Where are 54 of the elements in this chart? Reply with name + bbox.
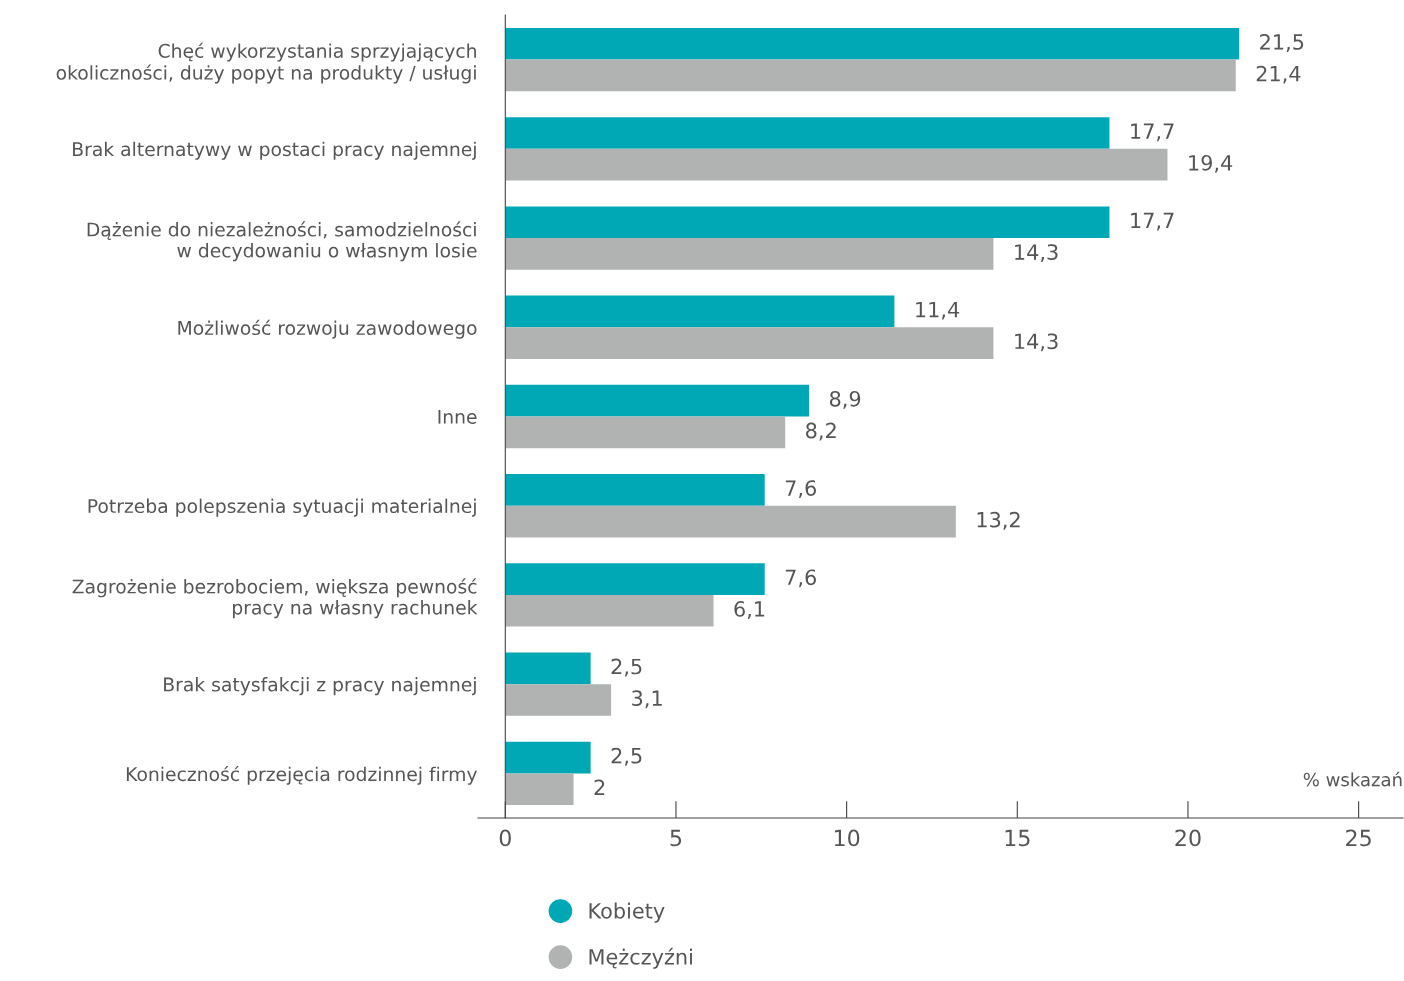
- data-label: 8,9: [829, 390, 861, 409]
- x-tick-label: 0: [499, 829, 511, 847]
- data-label: 14,3: [1015, 244, 1058, 263]
- x-tick-label: 20: [1175, 829, 1201, 847]
- bar: [505, 295, 895, 328]
- y-tick-label: Potrzeba polepszenia sytuacji materialnej: [88, 498, 476, 517]
- data-label: 13,2: [977, 511, 1020, 530]
- legend-label: Mężczyźni: [589, 947, 692, 969]
- y-tick-label: Zagrożenie bezrobociem, większa pewność pracy na własny rachunek: [72, 578, 478, 619]
- data-label: 7,6: [785, 480, 816, 499]
- y-tick-label: Inne: [438, 409, 477, 424]
- y-tick-label: Brak satysfakcji z pracy najemnej: [164, 677, 476, 696]
- data-label: 17,7: [1131, 212, 1174, 231]
- x-tick-label: 25: [1346, 829, 1371, 847]
- x-tick-label: 15: [1005, 829, 1030, 847]
- data-label: 21,4: [1256, 65, 1301, 84]
- bar: [505, 206, 1110, 239]
- bar: [505, 117, 1110, 149]
- data-label: 2,5: [611, 658, 642, 677]
- bar: [505, 741, 591, 774]
- y-tick-label: Konieczność przejęcia rodzinnej firmy: [126, 765, 477, 785]
- y-tick-label: Chęć wykorzystania sprzyjających okoliczności, duży popyt na produkty / usługi: [56, 42, 476, 84]
- bar: [505, 563, 765, 595]
- bar: [505, 684, 612, 716]
- bar: [505, 327, 994, 359]
- bar: [505, 652, 591, 685]
- data-label: 11,4: [916, 302, 960, 320]
- data-label: 6,1: [734, 601, 765, 619]
- data-label: 7,6: [785, 569, 816, 588]
- bar: [505, 27, 1240, 60]
- y-tick-label: Brak alternatywy w postaci pracy najemnej: [73, 141, 476, 160]
- x-tick-label: 5: [670, 829, 682, 847]
- bar: [505, 594, 714, 627]
- data-label: 17,7: [1131, 123, 1174, 142]
- data-label: 19,4: [1189, 154, 1233, 173]
- data-label: 21,5: [1260, 34, 1304, 52]
- data-label: 14,3: [1015, 333, 1058, 352]
- x-tick-label: 10: [834, 829, 860, 847]
- bar: [505, 238, 994, 270]
- data-label: 8,2: [806, 422, 836, 441]
- bar: [505, 59, 1236, 92]
- bar: [505, 773, 574, 806]
- annotation: % wskazań: [1303, 771, 1402, 787]
- y-tick-label: Dążenie do niezależności, samodzielności w decydowaniu o własnym losie: [87, 221, 477, 262]
- y-tick-label: Możliwość rozwoju zawodowego: [178, 319, 477, 339]
- bar: [505, 416, 786, 449]
- data-label: 2: [594, 779, 605, 795]
- data-label: 3,1: [632, 690, 662, 709]
- bar: [505, 474, 765, 506]
- data-label: 2,5: [611, 747, 642, 766]
- bar: [505, 148, 1168, 181]
- bar: [505, 505, 956, 538]
- legend-label: Kobiety: [589, 902, 665, 923]
- bar: [505, 384, 810, 417]
